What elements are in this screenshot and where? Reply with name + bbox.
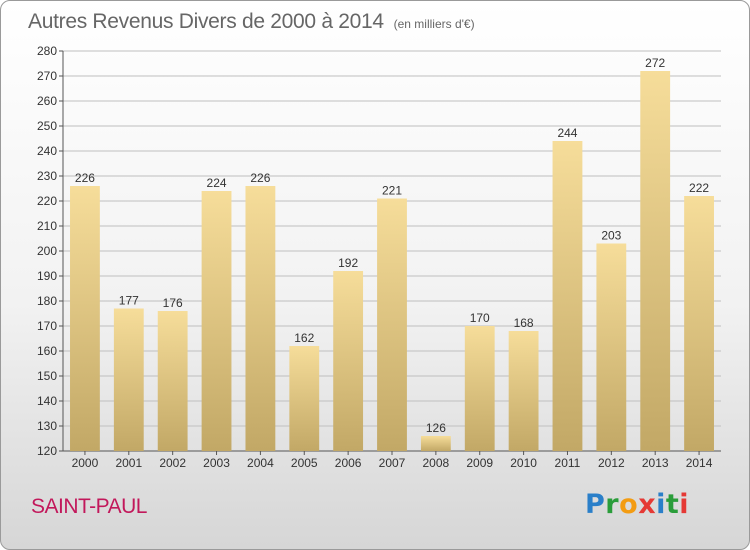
bar-2013 (640, 71, 671, 451)
bar-2004 (245, 186, 276, 451)
data-label: 221 (382, 184, 402, 198)
data-label: 176 (163, 296, 183, 310)
data-label: 162 (294, 331, 314, 345)
location-label: SAINT-PAUL (31, 495, 147, 518)
x-tick-label: 2004 (247, 456, 274, 470)
data-label: 244 (557, 126, 577, 140)
x-tick-label: 2009 (466, 456, 493, 470)
bar-2007 (377, 198, 407, 451)
bar-2003 (201, 191, 232, 451)
chart-title-text: Autres Revenus Divers de 2000 à 2014 (28, 10, 384, 33)
bar-2012 (596, 243, 627, 451)
y-tick-label: 220 (37, 194, 57, 208)
y-tick-label: 200 (37, 244, 57, 258)
x-tick-label: 2001 (115, 456, 142, 470)
y-tick-label: 160 (37, 344, 57, 358)
y-tick-label: 280 (37, 44, 57, 58)
logo-letter: t (665, 489, 680, 520)
y-tick-label: 150 (37, 369, 57, 383)
x-tick-label: 2005 (291, 456, 318, 470)
logo-letter: P (585, 489, 606, 520)
x-tick-label: 2007 (379, 456, 406, 470)
y-tick-label: 210 (37, 219, 57, 233)
chart-title: Autres Revenus Divers de 2000 à 2014 (en… (28, 10, 475, 34)
y-tick-label: 260 (37, 94, 57, 108)
data-label: 170 (470, 311, 490, 325)
logo-letter: i (656, 489, 666, 520)
x-tick-label: 2002 (159, 456, 186, 470)
bar-2009 (464, 326, 495, 451)
logo-letter: x (638, 489, 657, 520)
x-tick-label: 2006 (335, 456, 362, 470)
x-tick-label: 2008 (423, 456, 450, 470)
y-tick-label: 270 (37, 69, 57, 83)
x-tick-label: 2013 (642, 456, 669, 470)
data-label: 192 (338, 256, 358, 270)
data-label: 203 (601, 229, 621, 243)
y-tick-label: 190 (37, 269, 57, 283)
x-tick-label: 2014 (686, 456, 713, 470)
x-tick-label: 2000 (72, 456, 99, 470)
bar-2005 (289, 346, 320, 451)
bar-2011 (552, 141, 583, 451)
data-label: 222 (689, 181, 709, 195)
logo-letter: i (679, 489, 690, 520)
data-label: 177 (119, 294, 139, 308)
data-label: 226 (250, 171, 270, 185)
bar-2006 (333, 271, 364, 451)
bar-2002 (157, 311, 188, 451)
logo-letter: o (619, 489, 639, 520)
bar-2010 (508, 331, 539, 451)
y-tick-label: 250 (37, 119, 57, 133)
data-label: 224 (207, 176, 227, 190)
x-tick-label: 2010 (510, 456, 537, 470)
chart-unit-text: (en milliers d'€) (393, 17, 475, 31)
data-label: 126 (426, 421, 446, 435)
bar-2008 (420, 436, 451, 451)
x-tick-label: 2003 (203, 456, 230, 470)
bar-2014 (684, 196, 714, 451)
bar-2001 (113, 308, 144, 451)
proxiti-logo: Proxiti (585, 489, 689, 520)
data-label: 226 (75, 171, 95, 185)
data-label: 272 (645, 56, 665, 70)
logo-letter: r (605, 489, 620, 520)
y-tick-label: 130 (37, 419, 57, 433)
x-tick-label: 2012 (598, 456, 625, 470)
y-tick-label: 230 (37, 169, 57, 183)
y-tick-label: 170 (37, 319, 57, 333)
data-label: 168 (514, 316, 534, 330)
y-tick-label: 240 (37, 144, 57, 158)
x-tick-label: 2011 (555, 456, 581, 470)
y-tick-label: 140 (37, 394, 57, 408)
y-tick-label: 180 (37, 294, 57, 308)
bar-2000 (70, 186, 100, 451)
y-tick-label: 120 (37, 444, 57, 458)
